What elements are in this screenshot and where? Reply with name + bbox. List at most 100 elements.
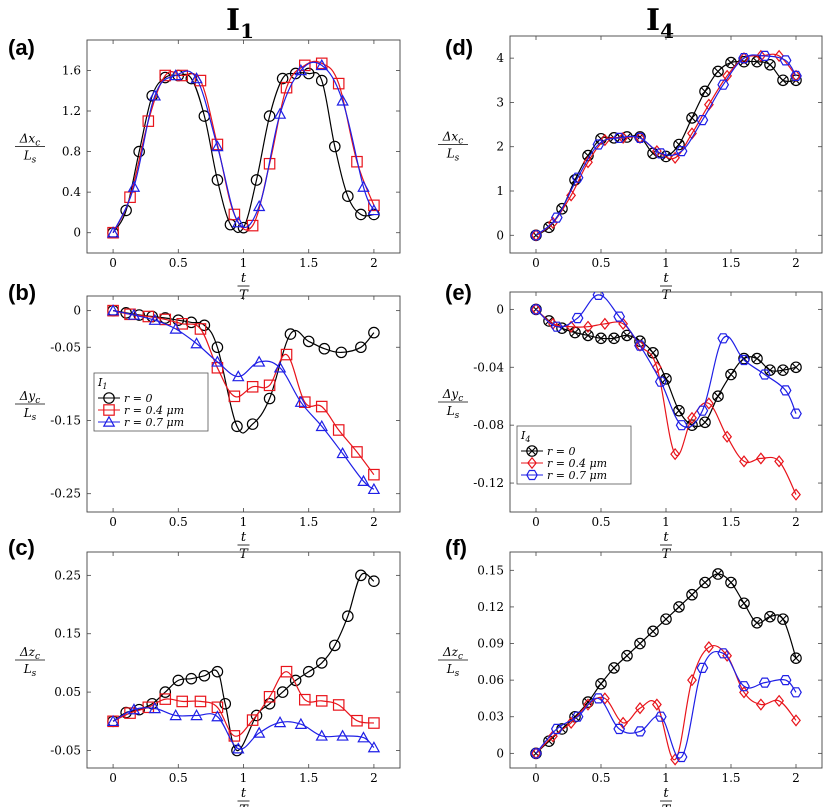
data-point <box>336 446 349 459</box>
marker-ring <box>725 576 737 589</box>
marker-cross <box>596 334 606 343</box>
marker-ring <box>777 364 789 376</box>
marker-cross <box>674 140 684 149</box>
data-point <box>194 323 207 335</box>
x-tick-label: 0.5 <box>169 515 188 529</box>
data-point <box>276 72 289 85</box>
marker-cross <box>661 374 671 383</box>
y-tick-label: 2 <box>496 140 504 154</box>
data-point <box>342 610 354 623</box>
data-point <box>774 455 785 468</box>
column-title-left: I1 <box>226 3 254 43</box>
legend-entry-label: r = 0.4 μm <box>547 457 607 470</box>
marker-cross <box>527 446 537 456</box>
y-tick-label: 0 <box>73 226 81 240</box>
data-point <box>148 313 162 325</box>
marker-ring <box>673 138 685 151</box>
marker-ring <box>582 149 594 162</box>
data-point <box>686 112 698 124</box>
x-tick-label: 2 <box>792 771 800 785</box>
marker-ring <box>660 613 672 625</box>
series-3 <box>530 292 802 431</box>
y-tick-label: 1.6 <box>62 63 81 77</box>
data-point <box>755 49 766 63</box>
data-point <box>185 316 198 329</box>
panel-label: (f) <box>445 535 467 560</box>
legend-marker <box>103 404 115 416</box>
x-tick-label: 1.5 <box>721 256 740 270</box>
data-point <box>273 716 287 728</box>
legend-entry-label: r = 0.7 μm <box>547 469 607 482</box>
marker-ring <box>699 416 711 429</box>
data-point <box>550 723 563 735</box>
data-point <box>791 714 801 727</box>
panel-label: (d) <box>445 35 473 60</box>
data-point <box>777 613 789 625</box>
data-point <box>231 420 243 433</box>
series-line <box>112 61 375 233</box>
y-tick-label: 1 <box>496 184 504 198</box>
data-point <box>547 730 558 743</box>
y-tick-label: -0.08 <box>473 418 504 432</box>
legend-title-main: I <box>97 376 103 389</box>
data-point <box>635 702 645 715</box>
legend-title-sub: 1 <box>102 382 107 391</box>
data-point <box>228 390 241 403</box>
data-point <box>263 690 276 703</box>
data-point <box>211 665 224 678</box>
marker-ring <box>569 174 581 186</box>
data-point <box>276 686 289 698</box>
data-point <box>169 709 182 721</box>
data-point <box>651 698 662 711</box>
data-point <box>252 355 266 367</box>
y-label-denominator: Ls <box>446 662 460 679</box>
data-point <box>315 419 328 432</box>
marker-ring <box>595 677 607 690</box>
marker-cross <box>583 698 593 707</box>
marker-ring <box>608 332 620 345</box>
panel-c: 00.511.520.250.150.05-0.05tTΔzcLs(c) <box>8 535 401 807</box>
data-point <box>315 58 328 71</box>
marker-ring <box>725 56 737 69</box>
marker-ring <box>526 445 538 457</box>
data-point <box>280 665 293 678</box>
data-point <box>791 488 801 501</box>
data-point <box>190 72 203 84</box>
marker-cross <box>713 67 723 76</box>
data-point <box>336 729 349 741</box>
x-tick-label: 0 <box>109 515 117 529</box>
marker-cross <box>739 57 749 66</box>
data-point <box>686 588 698 601</box>
y-label-den-sub: s <box>32 413 37 423</box>
series-2 <box>531 641 801 766</box>
data-point <box>777 364 789 376</box>
series-line <box>535 54 797 236</box>
data-point <box>263 392 276 405</box>
data-point <box>717 79 730 90</box>
data-point <box>237 221 250 234</box>
data-point <box>273 361 287 373</box>
x-axis-label: tT <box>237 786 250 807</box>
data-point <box>531 303 541 316</box>
data-point <box>357 180 370 192</box>
x-tick-label: 2 <box>370 515 378 529</box>
marker-ring <box>790 361 802 374</box>
data-point <box>571 172 584 183</box>
marker-cross <box>778 76 788 85</box>
data-point <box>696 114 709 126</box>
y-label-numerator: Δxc <box>442 130 463 147</box>
marker-ring <box>608 662 620 674</box>
marker-ring <box>751 616 763 629</box>
y-label-denominator: Ls <box>446 147 460 164</box>
series-line <box>535 60 797 236</box>
data-point <box>328 639 341 652</box>
marker-cross <box>661 615 671 624</box>
marker-ring <box>621 649 633 662</box>
x-tick-label: 1.5 <box>721 515 740 529</box>
marker-ring <box>673 404 685 417</box>
